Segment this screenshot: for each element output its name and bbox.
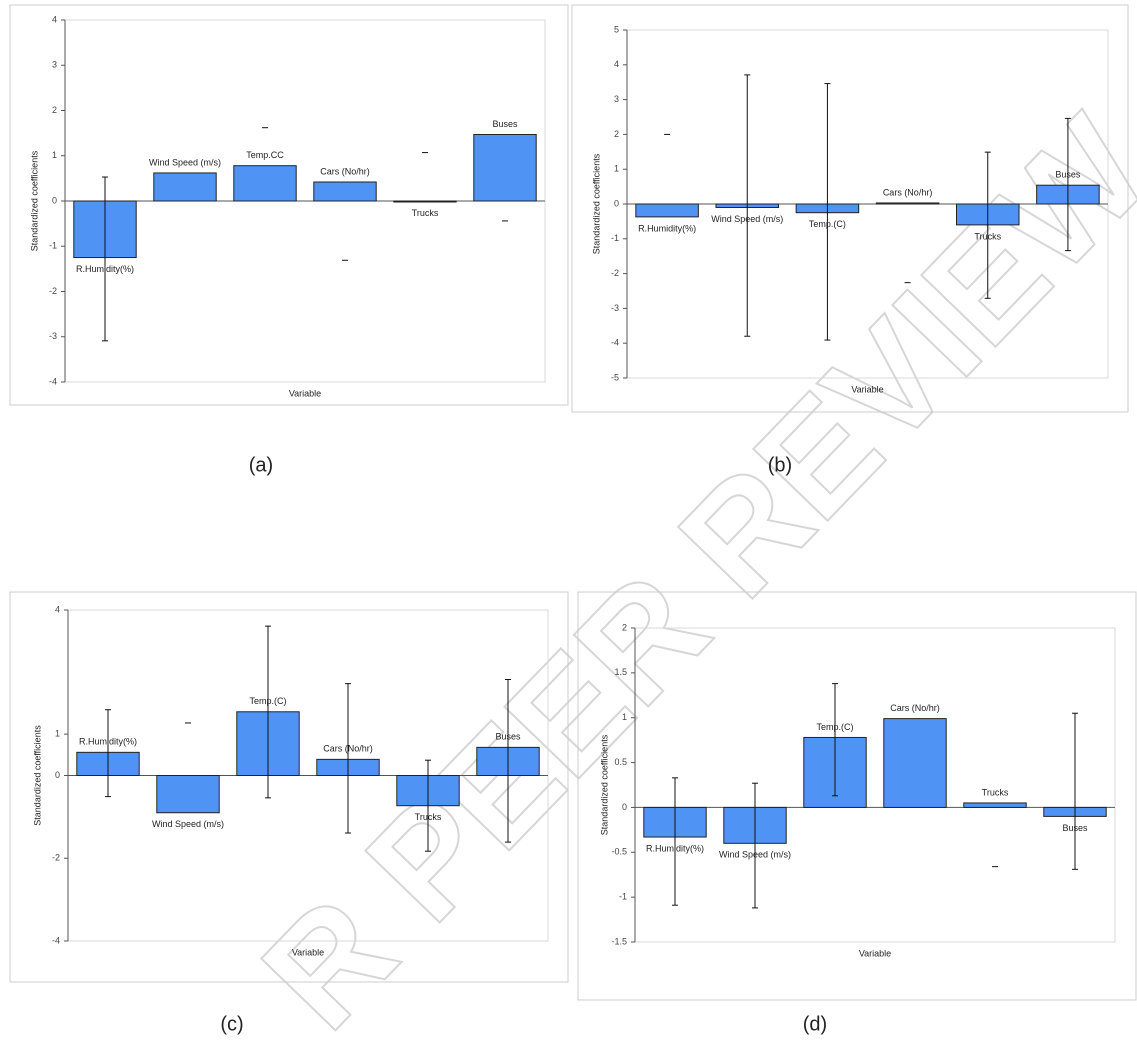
bar [313, 181, 377, 202]
chart-frame [577, 591, 1137, 1001]
y-tick-label: -4 [52, 935, 60, 945]
bar [635, 203, 699, 218]
bar [153, 172, 217, 202]
category-label: R.Humidity(%) [79, 737, 137, 747]
panel-label: (c) [220, 1013, 243, 1035]
y-tick-label: 4 [52, 14, 57, 24]
y-axis-label: Standardized coefficients [29, 150, 39, 251]
y-tick-label: 2 [52, 105, 57, 115]
category-label: R.Humidity(%) [638, 223, 696, 233]
y-tick-label: -5 [611, 372, 619, 382]
y-tick-label: -0.5 [611, 847, 627, 857]
y-tick-label: -1 [611, 233, 619, 243]
x-axis-label: Variable [289, 388, 321, 398]
bar [963, 802, 1027, 808]
category-label: Cars (No/hr) [320, 166, 370, 176]
y-tick-label: 0 [52, 195, 57, 205]
y-tick-label: 1 [52, 150, 57, 160]
y-tick-label: -4 [611, 338, 619, 348]
category-label: Trucks [982, 787, 1009, 797]
category-label: R.Humidity(%) [646, 843, 704, 853]
x-axis-label: Variable [859, 948, 891, 958]
x-axis-label: Variable [292, 947, 324, 957]
category-label: Wind Speed (m/s) [149, 157, 221, 167]
panel-label: (d) [803, 1013, 827, 1035]
y-tick-label: 2 [622, 622, 627, 632]
y-tick-label: 0 [614, 198, 619, 208]
category-label: Buses [492, 119, 518, 129]
category-label: Buses [1055, 170, 1081, 180]
y-tick-label: 0 [55, 770, 60, 780]
y-tick-label: 3 [52, 60, 57, 70]
category-label: Temp.(C) [809, 219, 846, 229]
category-label: Wind Speed (m/s) [152, 819, 224, 829]
category-label: Temp.(C) [816, 722, 853, 732]
category-label: Cars (No/hr) [323, 744, 373, 754]
category-label: Trucks [974, 231, 1001, 241]
y-tick-label: 5 [614, 24, 619, 34]
y-tick-label: 4 [614, 59, 619, 69]
y-tick-label: -1 [619, 892, 627, 902]
y-axis-label: Standardized coefficients [599, 734, 609, 835]
y-tick-label: 1 [55, 729, 60, 739]
bar [883, 718, 947, 808]
y-tick-label: 3 [614, 94, 619, 104]
y-tick-label: -2 [49, 286, 57, 296]
y-tick-label: 2 [614, 129, 619, 139]
y-tick-label: 0.5 [614, 757, 627, 767]
y-tick-label: 1 [614, 164, 619, 174]
y-tick-label: 1 [622, 712, 627, 722]
y-axis-label: Standardized coefficients [591, 153, 601, 254]
bar [393, 200, 457, 203]
panel-label: (b) [768, 454, 792, 476]
category-label: Temp.CC [246, 150, 284, 160]
y-tick-label: -3 [611, 303, 619, 313]
category-label: Wind Speed (m/s) [719, 850, 791, 860]
y-axis-label: Standardized coefficients [32, 725, 42, 826]
y-tick-label: -2 [52, 853, 60, 863]
bar [875, 202, 940, 205]
y-tick-label: 4 [55, 604, 60, 614]
y-tick-label: -1.5 [611, 936, 627, 946]
y-tick-label: -4 [49, 376, 57, 386]
category-label: Buses [1062, 823, 1088, 833]
y-tick-label: 0 [622, 802, 627, 812]
category-label: Buses [495, 732, 521, 742]
y-tick-label: -2 [611, 268, 619, 278]
panel-label: (a) [249, 454, 273, 476]
chart-frame [9, 4, 569, 406]
category-label: Wind Speed (m/s) [711, 214, 783, 224]
category-label: Cars (No/hr) [883, 187, 933, 197]
category-label: R.Humidity(%) [76, 264, 134, 274]
category-label: Trucks [412, 208, 439, 218]
y-tick-label: -3 [49, 331, 57, 341]
category-label: Trucks [415, 812, 442, 822]
y-tick-label: -1 [49, 241, 57, 251]
x-axis-label: Variable [851, 384, 883, 394]
chart-frame [9, 591, 569, 983]
bar [233, 165, 297, 202]
bar [473, 133, 537, 202]
chart-frame [571, 4, 1129, 413]
y-tick-label: 1.5 [614, 667, 627, 677]
category-label: Cars (No/hr) [890, 703, 940, 713]
bar [156, 775, 220, 814]
category-label: Temp.(C) [249, 696, 286, 706]
